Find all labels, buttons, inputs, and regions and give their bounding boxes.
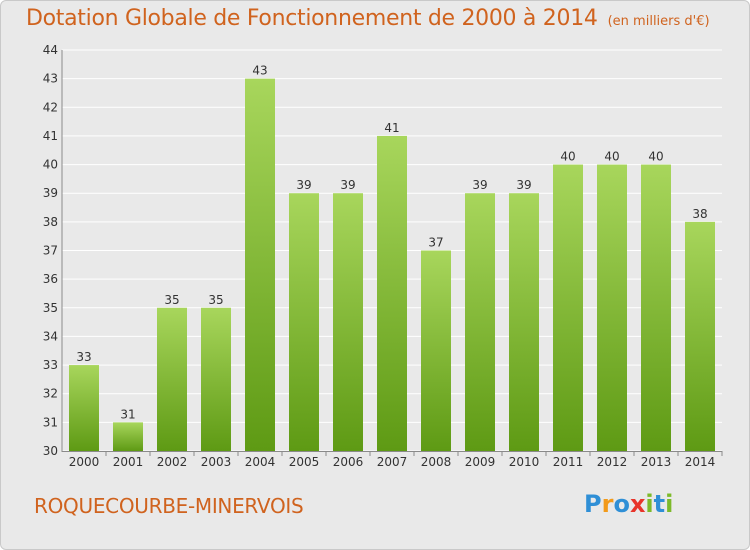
y-tick-label: 42 [43, 100, 58, 114]
bar [421, 250, 451, 451]
bar-value-label: 40 [604, 150, 619, 164]
x-tick-label: 2005 [289, 455, 320, 469]
bar-value-label: 37 [428, 236, 443, 250]
bar [377, 135, 407, 451]
logo-letter: i [645, 490, 654, 518]
bar-value-label: 33 [76, 350, 91, 364]
x-tick-label: 2012 [597, 455, 628, 469]
y-tick-label: 36 [43, 272, 58, 286]
y-tick-label: 38 [43, 215, 58, 229]
bar [465, 193, 495, 451]
x-tick-label: 2013 [641, 455, 672, 469]
bar-value-label: 40 [560, 150, 575, 164]
y-tick-label: 35 [43, 301, 58, 315]
bar-value-label: 39 [340, 178, 355, 192]
y-tick-label: 41 [43, 129, 58, 143]
bar-value-label: 40 [648, 150, 663, 164]
bar-value-label: 38 [692, 207, 707, 221]
y-tick-label: 37 [43, 244, 58, 258]
x-tick-label: 2001 [113, 455, 144, 469]
y-tick-label: 31 [43, 415, 58, 429]
logo-letter: P [584, 490, 602, 518]
y-tick-label: 34 [43, 329, 58, 343]
y-tick-label: 44 [43, 43, 58, 57]
x-tick-label: 2009 [465, 455, 496, 469]
y-tick-label: 30 [43, 444, 58, 458]
bar [201, 307, 231, 451]
x-tick-label: 2002 [157, 455, 188, 469]
logo-letter: t [653, 490, 666, 518]
bar-value-label: 35 [208, 293, 223, 307]
x-tick-label: 2007 [377, 455, 408, 469]
bar [641, 164, 671, 452]
y-tick-label: 32 [43, 387, 58, 401]
bar-value-label: 41 [384, 121, 399, 135]
bar [245, 78, 275, 452]
bar-value-label: 35 [164, 293, 179, 307]
bar-value-label: 43 [252, 64, 267, 78]
x-tick-label: 2014 [685, 455, 716, 469]
bar [333, 193, 363, 451]
y-tick-label: 33 [43, 358, 58, 372]
x-tick-label: 2004 [245, 455, 276, 469]
bar-value-label: 39 [472, 178, 487, 192]
bar-value-label: 39 [296, 178, 311, 192]
bar [289, 193, 319, 451]
logo-letter: x [629, 490, 646, 518]
bar [553, 164, 583, 452]
y-tick-label: 39 [43, 186, 58, 200]
x-tick-label: 2008 [421, 455, 452, 469]
y-tick-label: 40 [43, 158, 58, 172]
bar [157, 307, 187, 451]
y-tick-label: 43 [43, 72, 58, 86]
commune-name: ROQUECOURBE-MINERVOIS [34, 494, 304, 518]
chart-title: Dotation Globale de Fonctionnement de 20… [26, 6, 710, 31]
bar [685, 221, 715, 451]
x-tick-label: 2000 [69, 455, 100, 469]
bar [69, 365, 99, 451]
bar [113, 422, 143, 451]
chart-title-text: Dotation Globale de Fonctionnement de 20… [26, 6, 598, 31]
chart-subtitle: (en milliers d'€) [607, 14, 710, 29]
x-tick-label: 2010 [509, 455, 540, 469]
logo-letter: i [665, 490, 674, 518]
proxiti-logo: Proxiti [584, 490, 673, 518]
logo-letter: o [613, 490, 630, 518]
x-tick-label: 2006 [333, 455, 364, 469]
bar [509, 193, 539, 451]
x-tick-label: 2003 [201, 455, 232, 469]
x-tick-label: 2011 [553, 455, 584, 469]
logo-letter: r [601, 490, 614, 518]
bar [597, 164, 627, 452]
bar-value-label: 39 [516, 178, 531, 192]
bar-value-label: 31 [120, 407, 135, 421]
